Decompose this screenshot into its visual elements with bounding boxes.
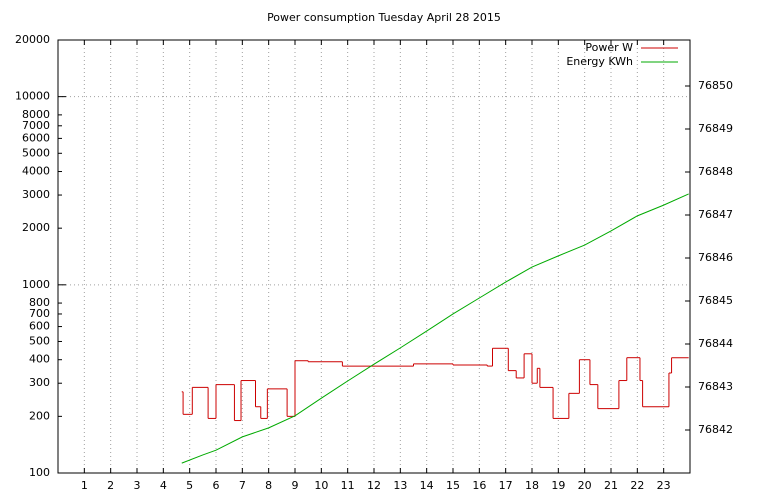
y2-tick-label: 76846 [698,251,733,264]
x-tick-label: 10 [314,479,328,492]
y-tick-label: 7000 [22,119,50,132]
legend-label: Energy KWh [566,55,633,68]
y-tick-label: 5000 [22,146,50,159]
y-tick-label: 600 [29,320,50,333]
x-tick-label: 17 [499,479,513,492]
x-tick-label: 6 [213,479,220,492]
x-tick-label: 1 [81,479,88,492]
energy-line [181,193,689,464]
x-tick-label: 4 [160,479,167,492]
x-tick-label: 8 [265,479,272,492]
x-tick-label: 12 [367,479,381,492]
y-tick-label: 4000 [22,165,50,178]
x-tick-label: 23 [657,479,671,492]
y2-tick-label: 76842 [698,423,733,436]
y-tick-label: 100 [29,466,50,479]
y-tick-label: 700 [29,307,50,320]
x-tick-label: 3 [134,479,141,492]
y-tick-label: 300 [29,376,50,389]
y2-tick-label: 76843 [698,380,733,393]
x-tick-label: 18 [525,479,539,492]
x-tick-label: 16 [472,479,486,492]
x-tick-label: 19 [551,479,565,492]
chart-title: Power consumption Tuesday April 28 2015 [267,11,501,24]
y-tick-label: 200 [29,409,50,422]
x-tick-label: 15 [446,479,460,492]
y-tick-label: 8000 [22,108,50,121]
plot-frame [57,39,691,474]
y2-tick-label: 76848 [698,165,733,178]
y2-tick-label: 76849 [698,122,733,135]
y-tick-label: 400 [29,353,50,366]
y-tick-label: 2000 [22,221,50,234]
legend-label: Power W [585,41,633,54]
y-tick-label: 3000 [22,188,50,201]
x-tick-label: 22 [630,479,644,492]
y-tick-label: 800 [29,296,50,309]
y-tick-label: 20000 [15,33,50,46]
x-tick-label: 7 [239,479,246,492]
x-tick-label: 21 [604,479,618,492]
x-tick-label: 20 [578,479,592,492]
x-tick-label: 9 [292,479,299,492]
y-tick-label: 6000 [22,131,50,144]
y2-tick-label: 76850 [698,79,733,92]
x-tick-label: 14 [420,479,434,492]
y2-tick-label: 76847 [698,208,733,221]
x-tick-label: 5 [186,479,193,492]
x-tick-label: 13 [393,479,407,492]
x-tick-label: 11 [341,479,355,492]
y-tick-label: 500 [29,334,50,347]
y-tick-label: 10000 [15,90,50,103]
x-tick-label: 2 [107,479,114,492]
y2-tick-label: 76845 [698,294,733,307]
y2-tick-label: 76844 [698,337,733,350]
y-tick-label: 1000 [22,278,50,291]
